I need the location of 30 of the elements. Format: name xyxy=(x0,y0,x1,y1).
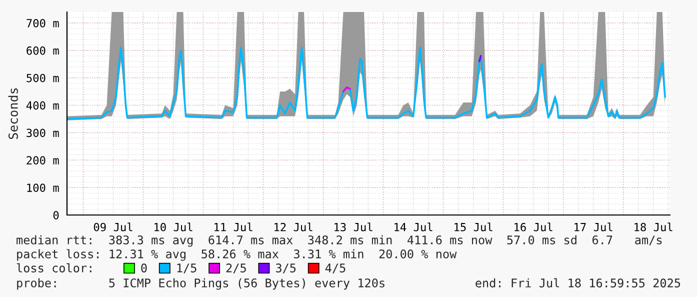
x-tick-label: 16 Jul xyxy=(514,222,552,232)
legend-label: 1/5 xyxy=(177,264,196,274)
y-tick-label: 300 m xyxy=(26,128,59,138)
text: end: Fri Jul 18 16:59:55 2025 xyxy=(476,278,680,288)
line-series xyxy=(67,46,666,120)
x-tick-label: 15 Jul xyxy=(454,222,492,232)
text: median rtt: 383.3 ms avg 614.7 ms max 348.2 ms min 411.6 ms now 57.0 ms sd 6.7 am/s xyxy=(16,235,662,247)
legend-label: 0 xyxy=(141,264,147,272)
x-tick-label: 10 Jul xyxy=(154,222,192,232)
x-tick-label: 09 Jul xyxy=(94,222,132,232)
y-tick-label: 100 m xyxy=(27,184,59,192)
x-tick-label: 11 Jul xyxy=(214,222,252,232)
legend-label: 2/5 xyxy=(226,264,246,274)
text: packet loss: 12.31 % avg 58.26 % max 3.31 % min 20.00 % now xyxy=(17,249,457,261)
y-tick-label: 600 m xyxy=(26,46,59,55)
y-axis-title: Seconds xyxy=(8,88,18,139)
y-tick-label: 200 m xyxy=(26,156,59,165)
y-tick-label: 500 m xyxy=(26,74,59,82)
legend-label: 3/5 xyxy=(276,264,296,274)
y-tick-label: 400 m xyxy=(26,101,59,110)
x-tick-label: 18 Jul xyxy=(634,222,672,232)
x-tick-label: 12 Jul xyxy=(274,222,312,232)
text: probe: 5 ICMP Echo Pings (56 Bytes) every 120s xyxy=(17,278,384,290)
legend-label: 4/5 xyxy=(325,264,346,274)
y-tick-label: 700 m xyxy=(26,18,59,28)
x-tick-label: 14 Jul xyxy=(394,222,432,232)
y-tick-label: 0 xyxy=(53,211,59,220)
x-tick-label: 13 Jul xyxy=(334,222,372,232)
x-tick-label: 17 Jul xyxy=(574,222,612,232)
text: loss color: xyxy=(16,263,92,272)
